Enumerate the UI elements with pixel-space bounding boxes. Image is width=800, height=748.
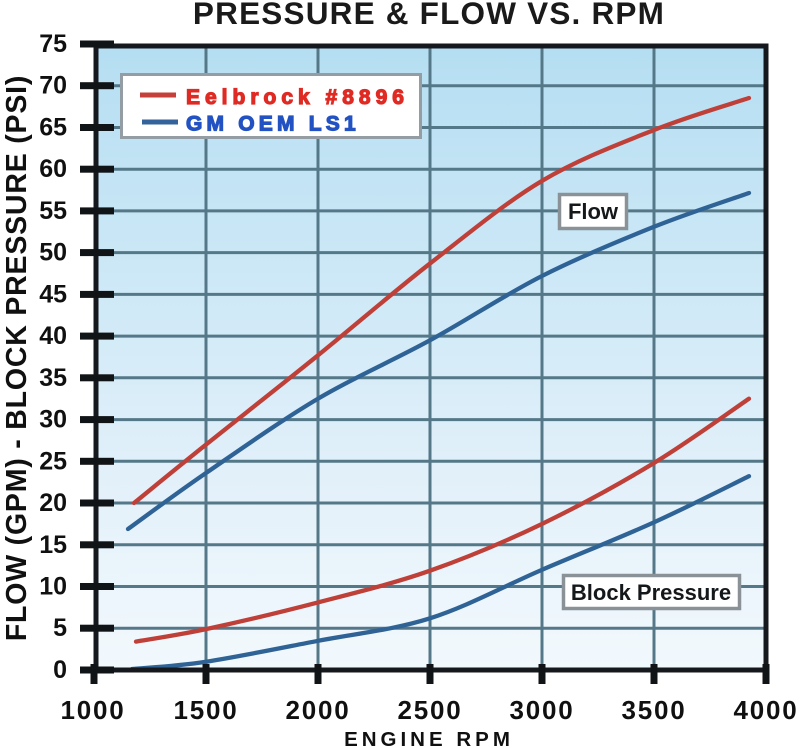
svg-text:4000: 4000 — [733, 695, 798, 725]
svg-text:1500: 1500 — [173, 695, 238, 725]
svg-text:45: 45 — [39, 280, 67, 308]
svg-text:Flow: Flow — [568, 199, 619, 224]
svg-text:2500: 2500 — [397, 695, 462, 725]
svg-text:60: 60 — [39, 155, 67, 183]
svg-text:35: 35 — [39, 364, 67, 392]
svg-text:65: 65 — [39, 114, 67, 142]
svg-text:FLOW (GPM) - BLOCK PRESSURE (P: FLOW (GPM) - BLOCK PRESSURE (PSI) — [1, 75, 33, 641]
svg-text:0: 0 — [53, 656, 67, 684]
svg-text:40: 40 — [39, 322, 67, 350]
svg-text:50: 50 — [39, 239, 67, 267]
svg-text:20: 20 — [39, 489, 67, 517]
svg-text:5: 5 — [53, 614, 67, 642]
svg-text:Eelbrock #8896: Eelbrock #8896 — [186, 86, 409, 109]
svg-text:75: 75 — [39, 30, 67, 58]
svg-text:25: 25 — [39, 447, 67, 475]
svg-text:3500: 3500 — [621, 695, 686, 725]
svg-text:ENGINE RPM: ENGINE RPM — [344, 728, 514, 748]
svg-text:15: 15 — [39, 531, 67, 559]
svg-text:2000: 2000 — [285, 695, 350, 725]
svg-text:GM OEM LS1: GM OEM LS1 — [186, 113, 360, 136]
svg-text:55: 55 — [39, 197, 67, 225]
svg-text:Block Pressure: Block Pressure — [571, 580, 731, 605]
svg-text:1000: 1000 — [60, 695, 125, 725]
svg-text:30: 30 — [39, 406, 67, 434]
svg-text:3000: 3000 — [509, 695, 574, 725]
svg-text:70: 70 — [39, 72, 67, 100]
svg-text:PRESSURE & FLOW VS. RPM: PRESSURE & FLOW VS. RPM — [193, 0, 665, 31]
svg-text:10: 10 — [39, 573, 67, 601]
